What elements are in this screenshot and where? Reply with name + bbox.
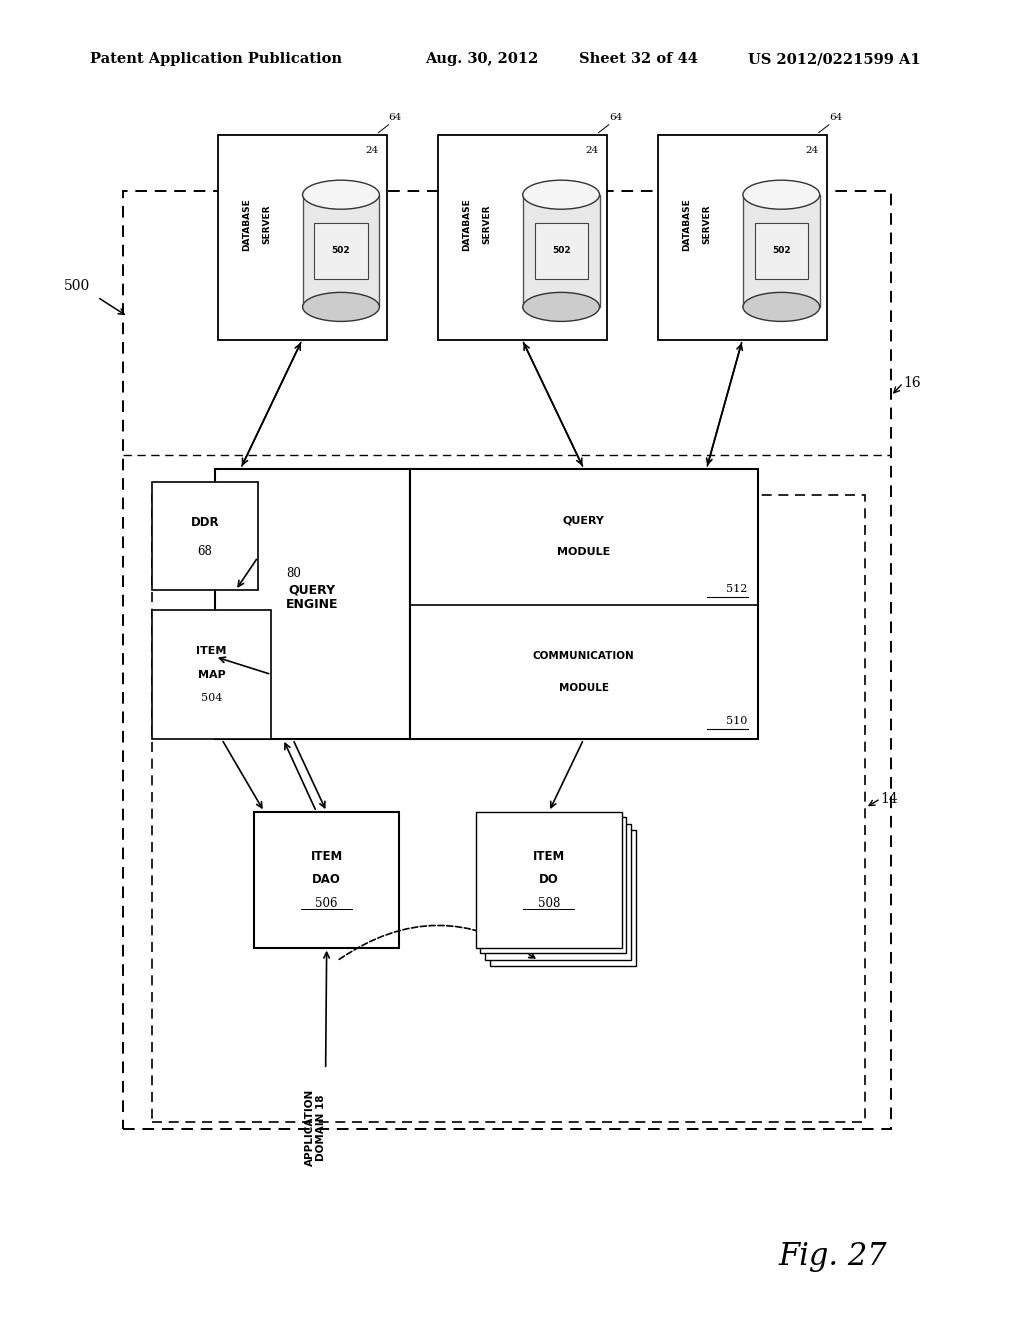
Text: DDR: DDR — [190, 516, 219, 529]
Text: DAO: DAO — [312, 874, 341, 886]
FancyBboxPatch shape — [303, 195, 379, 308]
Text: ITEM: ITEM — [532, 850, 565, 862]
FancyBboxPatch shape — [215, 469, 410, 739]
Text: SERVER: SERVER — [702, 205, 712, 244]
Text: DATABASE: DATABASE — [242, 198, 251, 251]
Text: Aug. 30, 2012: Aug. 30, 2012 — [425, 53, 539, 66]
Text: 502: 502 — [772, 247, 791, 255]
Ellipse shape — [303, 293, 379, 322]
Ellipse shape — [303, 181, 379, 209]
Ellipse shape — [743, 181, 819, 209]
Text: 510: 510 — [726, 715, 748, 726]
Text: 68: 68 — [198, 545, 212, 558]
Text: ITEM: ITEM — [310, 850, 343, 862]
FancyBboxPatch shape — [485, 824, 631, 960]
Text: 24: 24 — [586, 147, 598, 154]
Text: 64: 64 — [608, 114, 622, 123]
Text: 512: 512 — [726, 583, 748, 594]
Text: 24: 24 — [366, 147, 378, 154]
Text: 64: 64 — [388, 114, 401, 123]
FancyBboxPatch shape — [254, 812, 399, 948]
FancyBboxPatch shape — [410, 469, 758, 739]
Text: MAP: MAP — [198, 669, 225, 680]
FancyBboxPatch shape — [490, 830, 636, 966]
Ellipse shape — [523, 293, 600, 322]
Text: SERVER: SERVER — [482, 205, 492, 244]
Text: QUERY: QUERY — [563, 516, 604, 525]
Text: APPLICATION
DOMAIN 18: APPLICATION DOMAIN 18 — [304, 1089, 327, 1167]
Text: COMMUNICATION: COMMUNICATION — [532, 651, 635, 661]
Ellipse shape — [523, 181, 600, 209]
Text: 14: 14 — [881, 792, 898, 805]
Text: 502: 502 — [332, 247, 350, 255]
Text: Sheet 32 of 44: Sheet 32 of 44 — [579, 53, 697, 66]
FancyBboxPatch shape — [657, 135, 827, 341]
FancyBboxPatch shape — [535, 223, 588, 279]
FancyBboxPatch shape — [152, 482, 258, 590]
FancyBboxPatch shape — [476, 812, 622, 948]
Text: Patent Application Publication: Patent Application Publication — [90, 53, 342, 66]
FancyBboxPatch shape — [152, 610, 271, 739]
Text: SERVER: SERVER — [262, 205, 271, 244]
Text: 80: 80 — [287, 568, 302, 579]
Text: 64: 64 — [829, 114, 842, 123]
FancyBboxPatch shape — [523, 195, 600, 308]
Text: US 2012/0221599 A1: US 2012/0221599 A1 — [748, 53, 921, 66]
Text: 16: 16 — [903, 376, 921, 389]
Text: 506: 506 — [315, 898, 338, 909]
FancyBboxPatch shape — [480, 817, 626, 953]
Text: DATABASE: DATABASE — [462, 198, 471, 251]
Text: ITEM: ITEM — [197, 645, 226, 656]
Text: DATABASE: DATABASE — [682, 198, 691, 251]
FancyBboxPatch shape — [217, 135, 386, 341]
Text: MODULE: MODULE — [557, 548, 610, 557]
Text: 502: 502 — [552, 247, 570, 255]
Text: 500: 500 — [63, 280, 90, 293]
Text: QUERY
ENGINE: QUERY ENGINE — [286, 583, 339, 611]
Text: 24: 24 — [806, 147, 819, 154]
Text: Fig. 27: Fig. 27 — [778, 1241, 887, 1272]
Text: MODULE: MODULE — [559, 682, 608, 693]
Text: 508: 508 — [538, 898, 560, 909]
FancyBboxPatch shape — [314, 223, 368, 279]
Text: 504: 504 — [201, 693, 222, 704]
FancyBboxPatch shape — [743, 195, 819, 308]
Ellipse shape — [743, 293, 819, 322]
FancyBboxPatch shape — [438, 135, 606, 341]
FancyBboxPatch shape — [755, 223, 808, 279]
Text: DO: DO — [539, 874, 559, 886]
